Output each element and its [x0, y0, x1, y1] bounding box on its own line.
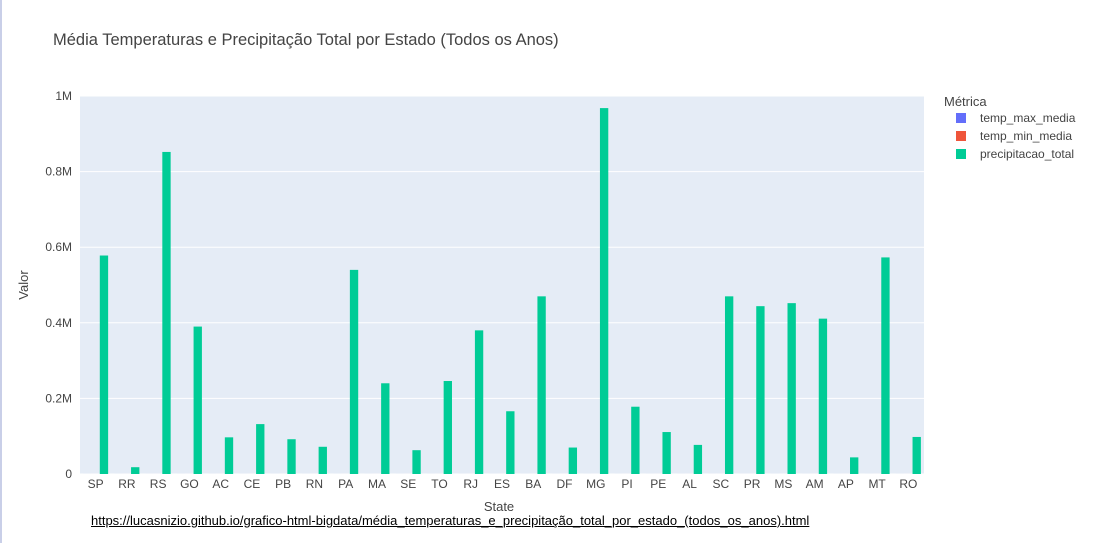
x-tick-label: BA	[525, 477, 541, 491]
x-tick-label: RJ	[463, 477, 478, 491]
x-axis-title: State	[484, 499, 514, 514]
x-tick-label: RO	[899, 477, 917, 491]
legend-swatch[interactable]	[956, 131, 966, 141]
bar-precipitacao_total-RO[interactable]	[912, 436, 921, 474]
legend-swatch[interactable]	[956, 149, 966, 159]
bar-precipitacao_total-CE[interactable]	[256, 424, 265, 474]
legend-title: Métrica	[944, 94, 987, 109]
plot-area[interactable]	[80, 96, 924, 474]
bar-precipitacao_total-AM[interactable]	[818, 318, 828, 474]
x-tick-label: SE	[400, 477, 416, 491]
bar-precipitacao_total-RS[interactable]	[162, 151, 171, 474]
x-tick-label: RR	[118, 477, 136, 491]
y-tick-label: 1M	[55, 89, 72, 103]
bar-precipitacao_total-RJ[interactable]	[474, 330, 484, 474]
bar-precipitacao_total-SE[interactable]	[412, 450, 421, 474]
x-tick-label: CE	[244, 477, 261, 491]
bar-precipitacao_total-MT[interactable]	[881, 257, 890, 474]
x-tick-label: PI	[621, 477, 632, 491]
bar-precipitacao_total-PB[interactable]	[287, 439, 296, 474]
x-tick-label: PA	[338, 477, 353, 491]
x-tick-label: TO	[431, 477, 447, 491]
bar-precipitacao_total-AC[interactable]	[224, 437, 234, 474]
bar-precipitacao_total-SC[interactable]	[724, 296, 734, 474]
bar-precipitacao_total-MS[interactable]	[787, 303, 796, 474]
x-tick-label: ES	[494, 477, 510, 491]
bar-precipitacao_total-RR[interactable]	[131, 467, 140, 474]
legend: Métrica temp_max_media temp_min_mediaprec…	[944, 94, 1076, 161]
x-tick-label: MS	[774, 477, 792, 491]
legend-label[interactable]: temp_min_media	[980, 129, 1072, 143]
bar-precipitacao_total-ES[interactable]	[506, 411, 515, 474]
bar-precipitacao_total-BA[interactable]	[537, 296, 546, 474]
x-tick-label: DF	[557, 477, 573, 491]
legend-items[interactable]: temp_max_media temp_min_media precipitacao…	[956, 111, 1076, 161]
bar-precipitacao_total-AL[interactable]	[693, 444, 703, 474]
x-tick-label: PB	[275, 477, 291, 491]
x-tick-label: RN	[306, 477, 323, 491]
left-border	[0, 0, 2, 543]
bar-precipitacao_total-AP[interactable]	[850, 457, 859, 474]
x-tick-label: RS	[150, 477, 167, 491]
x-tick-label: MG	[586, 477, 605, 491]
bar-precipitacao_total-MA[interactable]	[381, 383, 390, 474]
x-tick-label: MA	[368, 477, 386, 491]
x-tick-label: GO	[180, 477, 199, 491]
chart-title: Média Temperaturas e Precipitação Total …	[53, 31, 559, 49]
x-tick-label: MT	[868, 477, 886, 491]
bar-precipitacao_total-PA[interactable]	[349, 269, 359, 474]
legend-swatch[interactable]	[956, 113, 966, 123]
y-tick-label: 0.8M	[45, 165, 72, 179]
bar-precipitacao_total-SP[interactable]	[99, 255, 109, 474]
x-tick-label: PR	[744, 477, 761, 491]
y-tick-labels: 0 0.2M 0.4M 0.6M 0.8M 1M	[45, 89, 72, 481]
bar-precipitacao_total-RN[interactable]	[318, 446, 327, 474]
y-tick-label: 0.2M	[45, 391, 72, 405]
y-tick-label: 0.6M	[45, 240, 72, 254]
bar-precipitacao_total-MG[interactable]	[599, 108, 609, 474]
x-tick-labels: SP RR RS GO AC CE PB RN PA MA SE TO RJ ES BA DF MG PI PE AL…	[88, 477, 918, 491]
x-tick-label: SC	[712, 477, 729, 491]
bar-precipitacao_total-PI[interactable]	[631, 406, 640, 474]
bars[interactable]	[83, 108, 921, 474]
y-tick-label: 0.4M	[45, 316, 72, 330]
x-tick-label: AC	[212, 477, 229, 491]
bar-precipitacao_total-GO[interactable]	[193, 326, 202, 474]
source-url-link[interactable]: https://lucasnizio.github.io/grafico-htm…	[91, 513, 810, 528]
y-axis-title: Valor	[16, 270, 31, 300]
x-tick-label: PE	[650, 477, 666, 491]
x-tick-label: SP	[88, 477, 104, 491]
x-tick-label: AM	[806, 477, 824, 491]
bar-precipitacao_total-PE[interactable]	[662, 432, 671, 474]
x-tick-label: AP	[838, 477, 854, 491]
bar-precipitacao_total-DF[interactable]	[568, 447, 578, 474]
bar-precipitacao_total-TO[interactable]	[443, 381, 452, 474]
x-tick-label: AL	[682, 477, 697, 491]
legend-label[interactable]: precipitacao_total	[980, 147, 1074, 161]
bar-precipitacao_total-PR[interactable]	[756, 306, 765, 474]
legend-label[interactable]: temp_max_media	[980, 111, 1076, 125]
y-tick-label: 0	[65, 467, 72, 481]
